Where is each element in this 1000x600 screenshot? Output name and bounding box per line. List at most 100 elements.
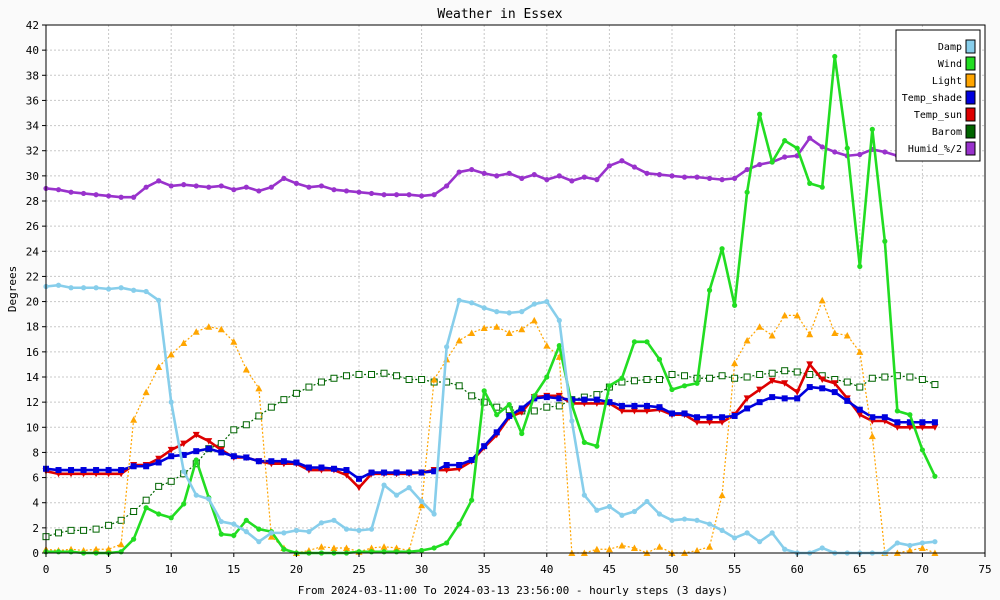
- data-point-wind: [368, 549, 375, 555]
- data-point-temp-shade: [906, 419, 913, 426]
- data-point-temp-sun: [167, 446, 175, 454]
- data-point-wind: [869, 126, 875, 132]
- data-point-damp: [93, 285, 99, 291]
- data-point-temp-sun: [155, 455, 163, 463]
- legend-label: Light: [932, 76, 962, 87]
- data-point-temp-sun: [806, 361, 814, 368]
- data-point-barom: [643, 376, 651, 384]
- data-point-temp-shade: [794, 395, 801, 402]
- data-point-temp-shade: [769, 394, 776, 401]
- data-point-temp-shade: [581, 396, 588, 403]
- data-point-damp: [819, 545, 825, 551]
- data-point-wind: [381, 549, 387, 555]
- data-point-temp-shade: [556, 395, 563, 402]
- y-tick-label: 6: [32, 472, 39, 485]
- data-point-wind: [406, 549, 412, 555]
- data-point-temp-shade: [706, 414, 713, 421]
- data-point-wind: [494, 412, 500, 418]
- data-point-damp: [181, 468, 187, 474]
- data-point-temp-shade: [831, 389, 838, 396]
- data-point-humid-2: [656, 172, 663, 178]
- data-point-damp: [494, 309, 500, 315]
- data-point-barom: [718, 372, 726, 380]
- data-point-light: [493, 323, 501, 330]
- data-point-temp-shade: [343, 467, 350, 474]
- data-point-light: [192, 328, 200, 335]
- data-point-wind: [706, 287, 713, 293]
- data-point-humid-2: [706, 175, 713, 181]
- x-tick-label: 35: [478, 563, 491, 576]
- data-point-barom: [330, 374, 338, 382]
- data-point-wind: [594, 443, 600, 449]
- data-point-wind: [819, 184, 825, 190]
- data-point-light: [142, 388, 150, 396]
- data-point-temp-shade: [293, 459, 300, 466]
- data-point-light: [593, 545, 601, 553]
- data-point-wind: [556, 342, 562, 349]
- data-point-light: [518, 325, 526, 333]
- legend-swatch: [965, 56, 976, 71]
- data-point-wind: [544, 374, 550, 380]
- data-point-temp-shade: [931, 419, 938, 426]
- data-point-temp-shade: [593, 396, 600, 403]
- data-point-damp: [231, 521, 237, 527]
- data-point-humid-2: [206, 184, 212, 190]
- data-point-wind: [519, 430, 525, 437]
- data-point-humid-2: [544, 177, 550, 183]
- data-point-temp-shade: [506, 412, 513, 419]
- data-point-temp-shade: [919, 419, 926, 426]
- data-point-wind: [393, 549, 400, 555]
- data-point-light: [393, 544, 401, 551]
- data-point-barom: [743, 373, 751, 381]
- data-point-barom: [317, 378, 325, 386]
- data-point-temp-shade: [205, 445, 212, 452]
- data-point-temp-shade: [55, 467, 62, 474]
- data-point-damp: [519, 309, 525, 315]
- y-tick-label: 22: [26, 270, 39, 283]
- data-point-wind: [218, 531, 224, 537]
- data-point-damp: [656, 511, 663, 517]
- series-light: [42, 296, 939, 556]
- data-point-wind: [644, 339, 650, 345]
- data-point-wind: [456, 521, 462, 527]
- data-point-temp-shade: [681, 410, 688, 417]
- data-point-humid-2: [857, 151, 863, 158]
- series-temp-shade: [43, 384, 938, 482]
- data-point-wind: [932, 473, 938, 479]
- data-point-barom: [105, 521, 113, 529]
- data-point-damp: [732, 535, 738, 541]
- data-point-light: [368, 544, 376, 551]
- y-tick-label: 38: [26, 69, 39, 82]
- data-point-wind: [481, 388, 487, 394]
- data-point-barom: [292, 389, 300, 397]
- legend-swatch: [965, 124, 976, 139]
- data-point-damp: [381, 482, 387, 488]
- data-point-damp: [156, 297, 162, 303]
- data-point-damp: [306, 529, 312, 535]
- x-tick-label: 65: [853, 563, 866, 576]
- data-point-temp-shade: [381, 469, 388, 476]
- data-point-barom: [393, 372, 401, 380]
- data-point-temp-shade: [93, 467, 100, 474]
- data-point-light: [906, 546, 914, 554]
- data-point-wind: [619, 375, 625, 381]
- data-point-damp: [681, 516, 688, 522]
- data-point-temp-shade: [68, 467, 75, 474]
- data-point-barom: [793, 368, 801, 376]
- data-point-damp: [631, 508, 638, 515]
- legend-swatch: [965, 73, 976, 88]
- data-point-humid-2: [156, 178, 162, 184]
- data-point-light: [543, 342, 551, 349]
- data-point-temp-shade: [105, 467, 112, 474]
- data-point-temp-shade: [193, 448, 200, 455]
- data-point-barom: [931, 381, 939, 389]
- data-point-damp: [343, 526, 350, 532]
- data-point-light: [618, 541, 626, 549]
- data-point-temp-sun: [931, 424, 939, 431]
- y-tick-label: 34: [26, 120, 40, 133]
- y-tick-label: 0: [32, 547, 39, 560]
- data-point-damp: [694, 517, 700, 523]
- data-point-damp: [393, 492, 400, 498]
- data-point-barom: [418, 376, 426, 384]
